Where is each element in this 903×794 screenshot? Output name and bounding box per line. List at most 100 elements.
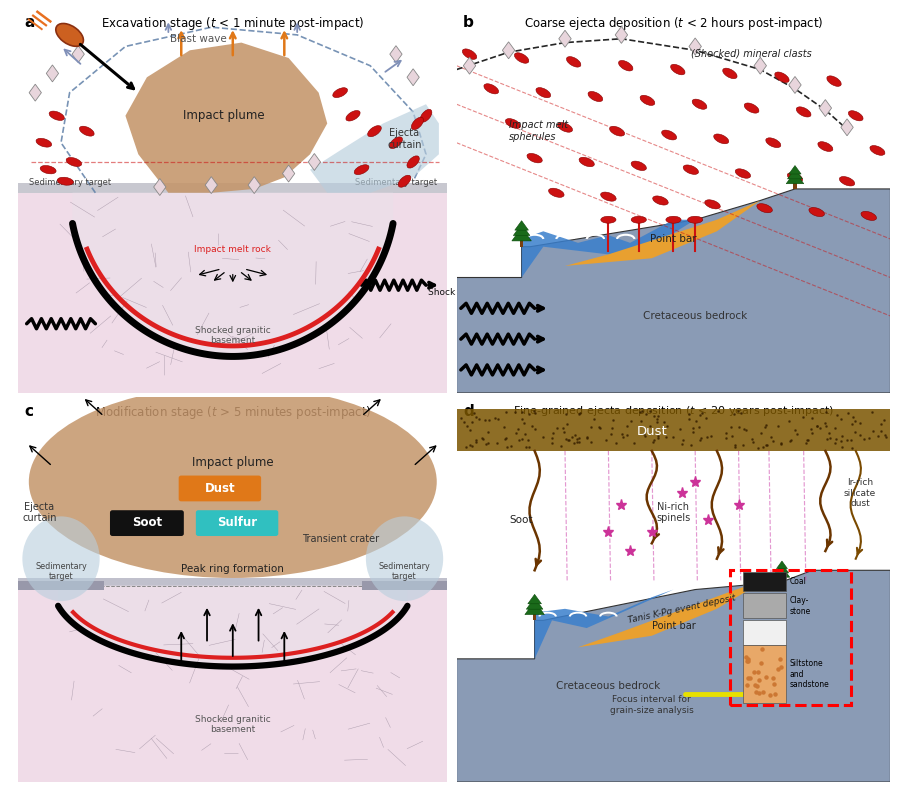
Ellipse shape — [687, 216, 702, 223]
Polygon shape — [456, 570, 889, 782]
Ellipse shape — [839, 176, 853, 186]
Polygon shape — [247, 176, 260, 194]
Polygon shape — [511, 227, 531, 241]
Ellipse shape — [774, 72, 788, 83]
Bar — [742, 593, 786, 619]
Ellipse shape — [721, 68, 736, 79]
Ellipse shape — [23, 516, 99, 601]
Ellipse shape — [49, 111, 64, 121]
Text: Soot: Soot — [132, 516, 162, 530]
Bar — [779, 576, 783, 582]
Polygon shape — [775, 564, 787, 573]
Polygon shape — [513, 224, 529, 236]
Polygon shape — [788, 165, 800, 174]
Ellipse shape — [36, 138, 51, 147]
Ellipse shape — [600, 216, 615, 223]
Ellipse shape — [587, 91, 602, 102]
Polygon shape — [564, 201, 759, 266]
Text: Impact plume: Impact plume — [183, 110, 265, 122]
Polygon shape — [502, 42, 514, 59]
Text: Sedimentary target: Sedimentary target — [29, 178, 110, 187]
Ellipse shape — [79, 126, 94, 136]
Polygon shape — [406, 69, 419, 86]
Text: Point bar: Point bar — [651, 621, 694, 631]
Ellipse shape — [548, 188, 563, 198]
Polygon shape — [526, 598, 543, 609]
Polygon shape — [282, 165, 294, 182]
Polygon shape — [126, 43, 327, 193]
Ellipse shape — [692, 99, 706, 110]
Polygon shape — [463, 57, 475, 74]
Text: Shock waves: Shock waves — [428, 288, 486, 298]
Ellipse shape — [557, 122, 572, 133]
Ellipse shape — [526, 153, 542, 163]
Polygon shape — [757, 622, 762, 630]
Ellipse shape — [639, 95, 654, 106]
Bar — [18, 578, 447, 586]
Polygon shape — [527, 595, 541, 603]
Ellipse shape — [398, 175, 410, 187]
Ellipse shape — [661, 130, 676, 140]
Ellipse shape — [630, 216, 646, 223]
Text: (Shocked) mineral clasts: (Shocked) mineral clasts — [691, 48, 811, 58]
Ellipse shape — [354, 164, 368, 175]
Ellipse shape — [56, 24, 83, 46]
Text: Transient crater: Transient crater — [302, 534, 378, 545]
Ellipse shape — [704, 200, 720, 209]
Text: Shocked granitic
basement: Shocked granitic basement — [195, 715, 270, 734]
Text: Dust: Dust — [636, 425, 666, 438]
Polygon shape — [389, 46, 402, 63]
Text: Coal: Coal — [789, 577, 805, 586]
Ellipse shape — [683, 165, 698, 175]
Text: Impact melt rock: Impact melt rock — [194, 245, 271, 254]
Polygon shape — [688, 38, 701, 55]
Polygon shape — [818, 99, 831, 117]
Ellipse shape — [57, 177, 73, 185]
Ellipse shape — [756, 203, 771, 213]
Ellipse shape — [712, 134, 728, 144]
Ellipse shape — [483, 83, 498, 94]
Polygon shape — [615, 26, 627, 44]
Polygon shape — [773, 566, 789, 577]
Ellipse shape — [670, 64, 684, 75]
Polygon shape — [750, 629, 756, 637]
Ellipse shape — [847, 110, 862, 121]
Polygon shape — [788, 76, 800, 94]
Polygon shape — [787, 168, 802, 179]
Polygon shape — [72, 46, 84, 63]
Ellipse shape — [411, 118, 423, 129]
FancyBboxPatch shape — [110, 511, 183, 536]
Ellipse shape — [796, 107, 810, 117]
Bar — [519, 240, 523, 247]
Polygon shape — [154, 179, 166, 195]
FancyBboxPatch shape — [179, 476, 261, 501]
Polygon shape — [310, 104, 439, 193]
Text: d: d — [462, 404, 473, 419]
Text: Sulfur: Sulfur — [217, 516, 256, 530]
Ellipse shape — [346, 110, 359, 121]
Text: Ejecta
curtain: Ejecta curtain — [23, 502, 57, 523]
Ellipse shape — [406, 156, 419, 168]
Ellipse shape — [734, 169, 749, 178]
Text: Sedimentary target: Sedimentary target — [355, 178, 436, 187]
Text: Coarse ejecta deposition ($t$ < 2 hours post-impact): Coarse ejecta deposition ($t$ < 2 hours … — [523, 15, 823, 32]
Polygon shape — [534, 589, 673, 659]
Text: Dust: Dust — [204, 482, 235, 495]
Polygon shape — [29, 84, 42, 101]
Ellipse shape — [743, 103, 759, 113]
Ellipse shape — [826, 76, 841, 87]
Ellipse shape — [535, 87, 550, 98]
Polygon shape — [72, 193, 393, 357]
Polygon shape — [525, 601, 544, 615]
Ellipse shape — [566, 56, 581, 67]
Ellipse shape — [420, 110, 432, 122]
Text: Siltstone
and
sandstone: Siltstone and sandstone — [789, 659, 829, 689]
Text: c: c — [24, 404, 33, 419]
Ellipse shape — [600, 192, 616, 201]
Bar — [18, 581, 104, 589]
Polygon shape — [786, 172, 803, 183]
Ellipse shape — [40, 165, 56, 174]
Ellipse shape — [366, 516, 442, 601]
Ellipse shape — [29, 385, 436, 578]
Text: Peak ring formation: Peak ring formation — [182, 565, 284, 574]
